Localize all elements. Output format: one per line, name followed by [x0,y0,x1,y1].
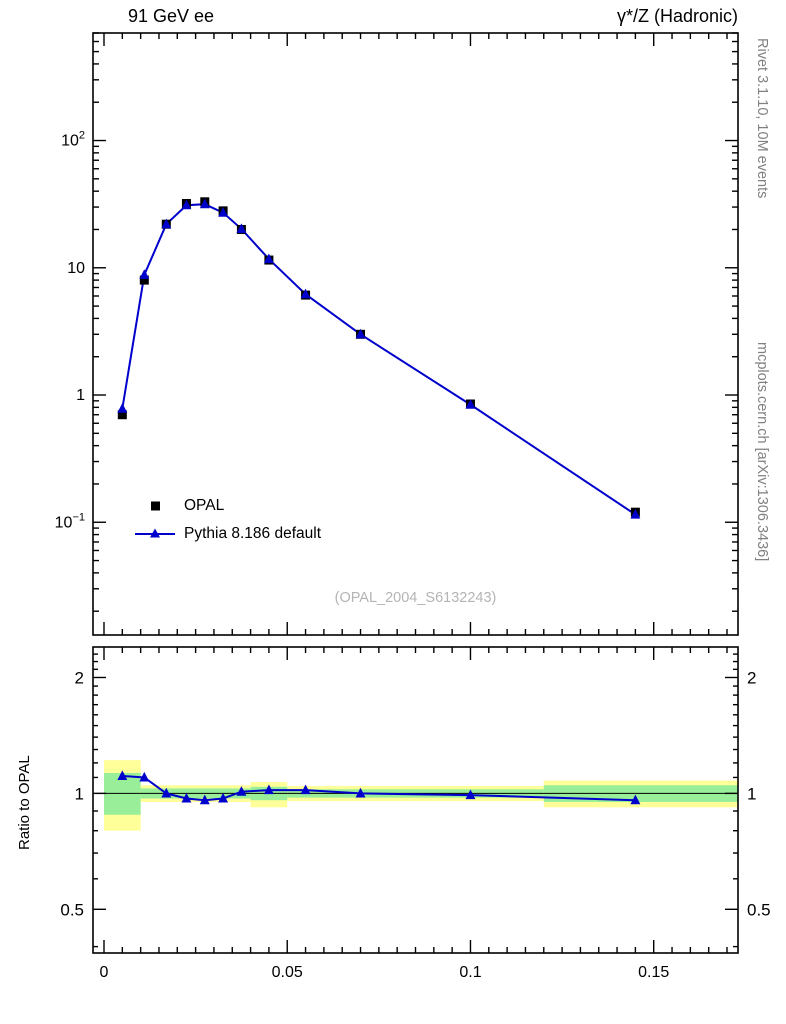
mc-point-triangle [139,269,150,279]
mc-point-triangle [199,794,210,805]
x-tick-label: 0.1 [459,964,481,981]
ratio-y-tick-label-left: 2 [75,668,84,687]
mc-point-triangle [236,223,247,233]
ratio-y-tick-label-left: 0.5 [60,900,84,919]
main-y-tick-label: 1 [76,387,85,404]
mc-line [121,203,636,516]
rivet-version-note: Rivet 3.1.10, 10M events [754,38,770,199]
mc-point-triangle [236,786,247,796]
mc-line [122,774,636,802]
mc-point-triangle [199,198,210,209]
mc-point-triangle [181,199,192,210]
mc-point-triangle [355,787,366,798]
analysis-id-watermark: (OPAL_2004_S6132243) [334,590,497,606]
mc-point-triangle [161,787,172,798]
x-tick-label: 0.05 [272,964,303,981]
ratio-y-tick-label-right: 1 [747,784,756,803]
mc-point-triangle [300,784,311,795]
pythia-line-triangle-marker-icon [133,527,177,541]
main-y-tick-label: 10−1 [55,511,85,531]
x-tick-label: 0 [100,964,109,981]
mc-point-triangle [355,328,366,339]
ratio-y-tick-label-left: 1 [75,784,84,803]
mc-point-triangle [465,399,476,409]
legend-item-opal: OPAL [133,492,321,520]
mc-point-triangle [218,207,229,217]
legend-item-pythia: Pythia 8.186 default [133,520,321,548]
mc-point-triangle [300,288,311,299]
data-point-square [117,410,127,420]
mc-point-triangle [181,792,192,803]
mc-point-triangle [218,792,229,803]
data-point-square [139,275,149,285]
mc-point-triangle [161,218,172,229]
mc-point-triangle [630,508,641,519]
legend-label-opal: OPAL [184,497,225,514]
ratio-y-axis-label: Ratio to OPAL [16,755,33,850]
plot-title-left: 91 GeV ee [128,6,215,26]
opal-square-marker-icon [133,499,177,513]
ratio-y-tick-label-right: 2 [747,668,756,687]
mc-point-triangle [117,403,128,413]
legend-label-pythia: Pythia 8.186 default [184,525,322,542]
x-tick-label: 0.15 [638,964,669,981]
mcplots-arxiv-note: mcplots.cern.ch [arXiv:1306.3436] [754,342,770,562]
mc-point-triangle [139,771,150,782]
legend: OPAL Pythia 8.186 default [133,492,321,548]
main-y-tick-label: 10 [67,260,85,277]
mc-point-triangle [263,784,274,795]
plot-title-right: γ*/Z (Hadronic) [616,6,738,26]
mc-point-triangle [263,253,274,264]
main-y-tick-label: 102 [61,130,85,150]
ratio-y-tick-label-right: 0.5 [747,900,771,919]
mc-point-triangle [630,794,641,805]
mc-point-triangle [117,770,128,780]
mc-point-triangle [465,789,476,800]
